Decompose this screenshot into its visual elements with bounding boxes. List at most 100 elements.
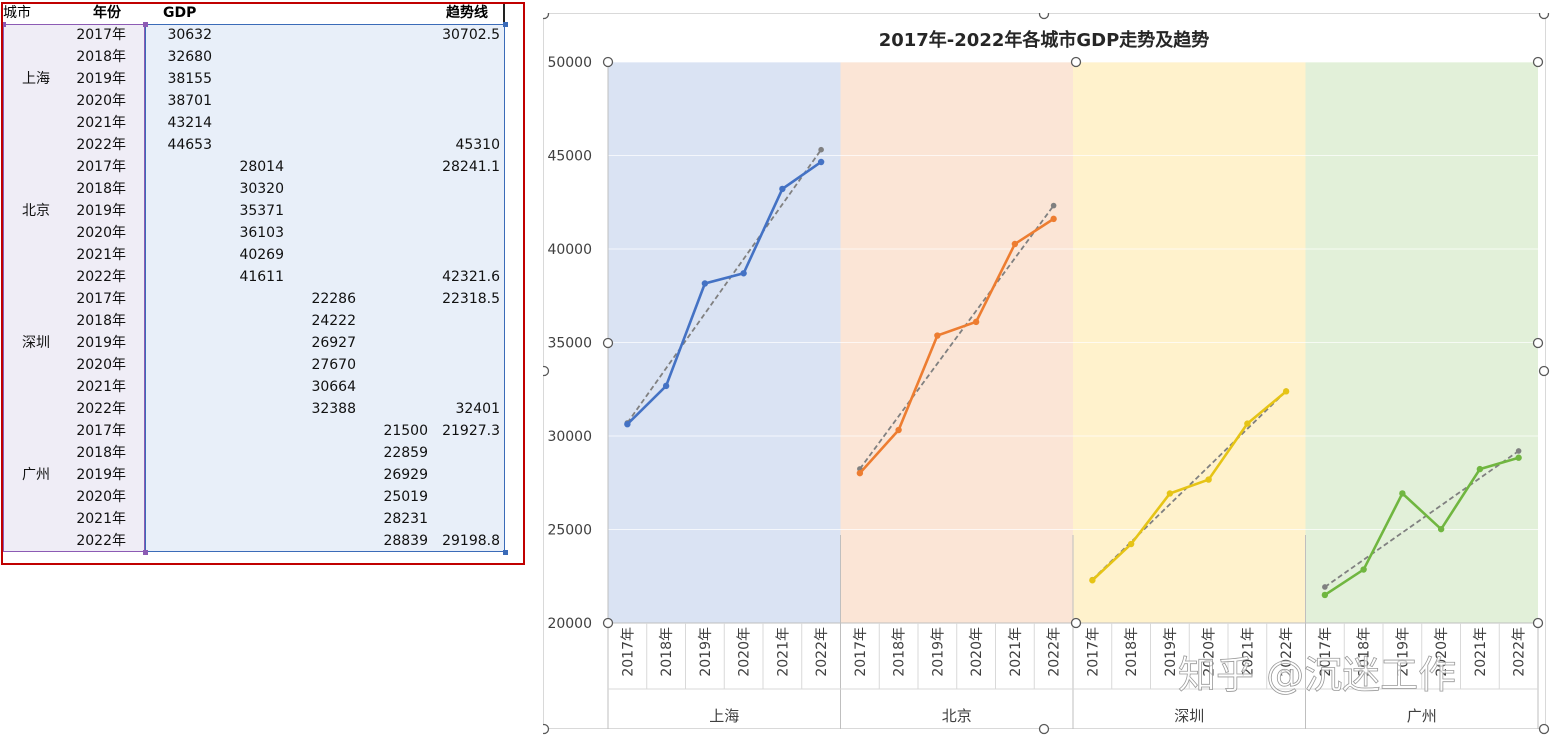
trend-cell[interactable]: 22318.5 <box>442 291 500 307</box>
year-cell[interactable]: 2022年 <box>76 401 126 417</box>
data-point[interactable] <box>856 469 864 477</box>
year-cell[interactable]: 2017年 <box>76 423 126 439</box>
chart-area-handle[interactable] <box>1538 13 1550 20</box>
gdp-cell[interactable]: 22859 <box>383 445 428 461</box>
chart-title[interactable]: 2017年-2022年各城市GDP走势及趋势 <box>879 29 1210 51</box>
chart-area-handle[interactable] <box>1538 365 1550 377</box>
trend-line[interactable] <box>1091 390 1287 581</box>
plot-area-handle[interactable] <box>602 56 614 68</box>
gdp-cell[interactable]: 41611 <box>239 269 284 285</box>
series-line[interactable] <box>858 217 1055 475</box>
data-point[interactable] <box>1166 490 1174 497</box>
range-handle[interactable] <box>143 550 148 555</box>
year-cell[interactable]: 2019年 <box>76 71 126 87</box>
range-handle[interactable] <box>1 22 6 27</box>
city-cell[interactable]: 广州 <box>22 467 50 483</box>
gdp-cell[interactable]: 28014 <box>239 159 284 175</box>
city-cell[interactable]: 北京 <box>22 203 50 219</box>
gdp-cell[interactable]: 43214 <box>167 115 212 131</box>
trend-cell[interactable]: 21927.3 <box>442 423 500 439</box>
gdp-cell[interactable]: 24222 <box>311 313 356 329</box>
gdp-cell[interactable]: 26927 <box>311 335 356 351</box>
gdp-cell[interactable]: 27670 <box>311 357 356 373</box>
trend-cell[interactable]: 45310 <box>455 137 500 153</box>
year-cell[interactable]: 2021年 <box>76 115 126 131</box>
data-point[interactable] <box>1244 420 1251 427</box>
data-point[interactable] <box>1205 476 1212 483</box>
gdp-cell[interactable]: 30632 <box>167 27 212 43</box>
year-cell[interactable]: 2017年 <box>76 27 126 43</box>
data-point[interactable] <box>1089 577 1096 584</box>
chart-area-handle[interactable] <box>1538 723 1550 735</box>
header-city[interactable]: 城市 <box>3 5 31 21</box>
trend-point[interactable] <box>818 146 824 153</box>
year-cell[interactable]: 2021年 <box>76 247 126 263</box>
data-point[interactable] <box>740 270 747 277</box>
gdp-cell[interactable]: 21500 <box>383 423 428 439</box>
series-line[interactable] <box>1324 456 1519 597</box>
gdp-cell[interactable]: 38155 <box>167 71 212 87</box>
gdp-cell[interactable]: 32680 <box>167 49 212 65</box>
year-cell[interactable]: 2019年 <box>76 203 126 219</box>
year-cell[interactable]: 2019年 <box>76 335 126 351</box>
year-cell[interactable]: 2018年 <box>76 313 126 329</box>
data-point[interactable] <box>701 280 709 287</box>
year-cell[interactable]: 2021年 <box>76 511 126 527</box>
data-point[interactable] <box>1282 388 1290 395</box>
spreadsheet[interactable]: 城市 年份 GDP 趋势线 上海 2017年 30632 30702.5 2018年 32… <box>0 0 528 568</box>
series-line[interactable] <box>1091 390 1287 582</box>
data-point[interactable] <box>817 158 825 166</box>
data-point[interactable] <box>934 332 941 339</box>
data-point[interactable] <box>1515 454 1522 461</box>
data-point[interactable] <box>1399 490 1406 497</box>
trend-cell[interactable]: 30702.5 <box>442 27 500 43</box>
year-cell[interactable]: 2017年 <box>76 291 126 307</box>
range-handle[interactable] <box>503 22 508 27</box>
gdp-cell[interactable]: 35371 <box>239 203 284 219</box>
plot-area-handle[interactable] <box>602 337 614 349</box>
range-handle[interactable] <box>503 550 508 555</box>
gdp-cell[interactable]: 38701 <box>167 93 212 109</box>
gdp-cell[interactable]: 25019 <box>383 489 428 505</box>
year-cell[interactable]: 2019年 <box>76 467 126 483</box>
trend-cell[interactable]: 32401 <box>455 401 500 417</box>
data-point[interactable] <box>1127 540 1135 548</box>
data-point[interactable] <box>895 426 902 434</box>
gdp-cell[interactable]: 30664 <box>311 379 356 395</box>
gdp-line-chart[interactable]: 20000 25000 30000 35000 40000 45000 50000 2017年… <box>543 13 1553 736</box>
gdp-cell[interactable]: 30320 <box>239 181 284 197</box>
year-cell[interactable]: 2018年 <box>76 49 126 65</box>
plot-area-handle[interactable] <box>1070 617 1082 629</box>
data-point[interactable] <box>1011 240 1019 248</box>
year-cell[interactable]: 2020年 <box>76 225 126 241</box>
gdp-cell[interactable]: 44653 <box>167 137 212 153</box>
data-point[interactable] <box>972 318 980 326</box>
year-cell[interactable]: 2020年 <box>76 357 126 373</box>
plot-area-handle[interactable] <box>1070 56 1082 68</box>
data-point[interactable] <box>1360 566 1367 573</box>
gdp-cell[interactable]: 28231 <box>383 511 428 527</box>
year-cell[interactable]: 2018年 <box>76 445 126 461</box>
year-cell[interactable]: 2022年 <box>76 269 126 285</box>
chart-area-handle[interactable] <box>1038 13 1050 20</box>
gdp-cell[interactable]: 28839 <box>383 533 428 549</box>
header-year[interactable]: 年份 <box>93 5 121 21</box>
gdp-cell[interactable]: 32388 <box>311 401 356 417</box>
chart-area-handle[interactable] <box>543 13 550 20</box>
trend-point[interactable] <box>1515 448 1522 454</box>
header-gdp[interactable]: GDP <box>163 5 197 21</box>
trend-cell[interactable]: 42321.6 <box>442 269 500 285</box>
city-cell[interactable]: 上海 <box>22 71 50 87</box>
gdp-cell[interactable]: 36103 <box>239 225 284 241</box>
year-cell[interactable]: 2020年 <box>76 93 126 109</box>
year-cell[interactable]: 2021年 <box>76 379 126 395</box>
gdp-cell[interactable]: 26929 <box>383 467 428 483</box>
range-handle[interactable] <box>143 22 148 27</box>
trend-point[interactable] <box>1322 584 1328 590</box>
data-point[interactable] <box>1050 215 1057 223</box>
gdp-cell[interactable]: 40269 <box>239 247 284 263</box>
header-trend[interactable]: 趋势线 <box>446 5 488 21</box>
data-point[interactable] <box>1437 525 1445 533</box>
city-cell[interactable]: 深圳 <box>22 335 50 351</box>
data-point[interactable] <box>662 382 670 390</box>
